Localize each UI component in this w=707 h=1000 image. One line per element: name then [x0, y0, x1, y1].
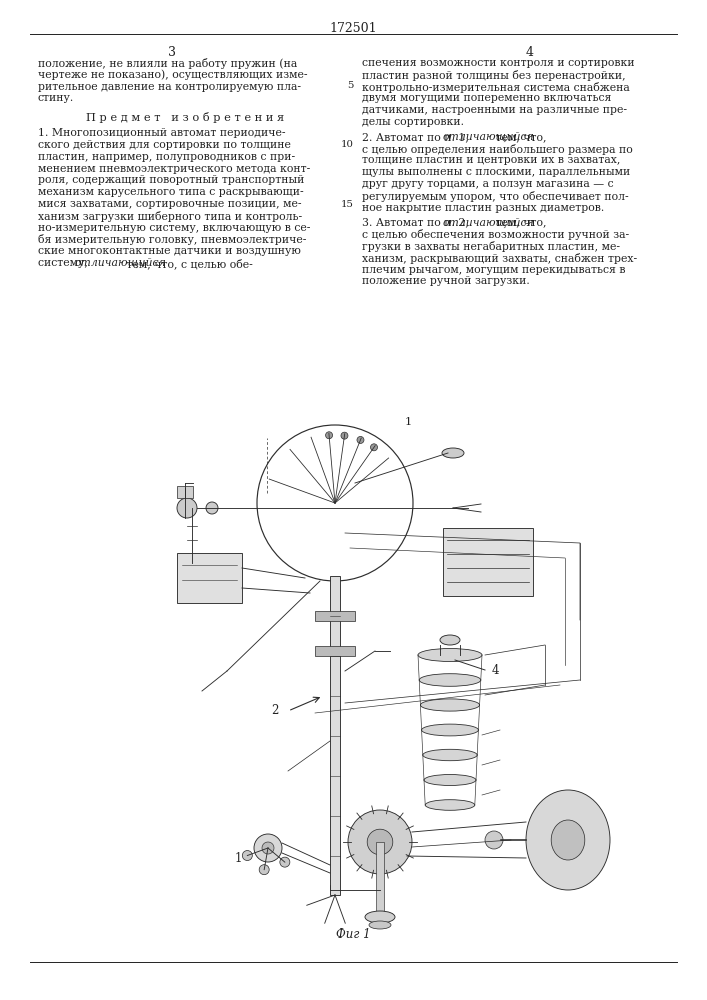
- Circle shape: [367, 829, 393, 855]
- Text: менением пневмоэлектрического метода конт-: менением пневмоэлектрического метода кон…: [38, 164, 310, 174]
- Text: систему,: систему,: [38, 258, 91, 268]
- Text: ского действия для сортировки по толщине: ского действия для сортировки по толщине: [38, 140, 291, 150]
- Ellipse shape: [424, 774, 476, 786]
- Bar: [315, 646, 355, 656]
- Text: 10: 10: [341, 140, 354, 149]
- Circle shape: [259, 865, 269, 875]
- Circle shape: [206, 502, 218, 514]
- Bar: [443, 528, 533, 596]
- Text: спечения возможности контроля и сортировки: спечения возможности контроля и сортиров…: [362, 58, 635, 68]
- Circle shape: [325, 432, 332, 439]
- Text: регулируемым упором, что обеспечивает пол-: регулируемым упором, что обеспечивает по…: [362, 191, 629, 202]
- Text: толщине пластин и центровки их в захватах,: толщине пластин и центровки их в захвата…: [362, 155, 620, 165]
- Text: 1. Многопозиционный автомат периодиче-: 1. Многопозиционный автомат периодиче-: [38, 128, 286, 138]
- Text: 1: 1: [404, 417, 411, 427]
- Text: друг другу торцами, а ползун магазина — с: друг другу торцами, а ползун магазина — …: [362, 179, 614, 189]
- Text: контрольно-измерительная система снабжена: контрольно-измерительная система снабжен…: [362, 82, 630, 93]
- Ellipse shape: [551, 820, 585, 860]
- Circle shape: [243, 851, 252, 861]
- Text: бя измерительную головку, пневмоэлектриче-: бя измерительную головку, пневмоэлектрич…: [38, 234, 306, 245]
- Ellipse shape: [369, 921, 391, 929]
- Text: ские многоконтактные датчики и воздушную: ские многоконтактные датчики и воздушную: [38, 246, 301, 256]
- Text: 15: 15: [341, 200, 354, 209]
- Ellipse shape: [365, 911, 395, 923]
- Bar: [177, 553, 242, 603]
- Circle shape: [348, 810, 412, 874]
- Bar: [177, 486, 193, 498]
- Text: тем, что,: тем, что,: [491, 132, 546, 142]
- Text: чертеже не показано), осуществляющих изме-: чертеже не показано), осуществляющих изм…: [38, 70, 308, 80]
- Ellipse shape: [423, 749, 477, 761]
- Text: 4: 4: [526, 46, 534, 59]
- Text: делы сортировки.: делы сортировки.: [362, 117, 464, 127]
- Text: 2: 2: [271, 704, 279, 718]
- Text: рительное давление на контролируемую пла-: рительное давление на контролируемую пла…: [38, 82, 301, 92]
- Text: П р е д м е т   и з о б р е т е н и я: П р е д м е т и з о б р е т е н и я: [86, 112, 284, 123]
- Text: тем, что,: тем, что,: [491, 217, 546, 227]
- Circle shape: [357, 436, 364, 443]
- Circle shape: [341, 432, 348, 439]
- Text: стину.: стину.: [38, 93, 74, 103]
- Text: отличающийся: отличающийся: [443, 132, 535, 142]
- Text: ханизм, раскрывающий захваты, снабжен трех-: ханизм, раскрывающий захваты, снабжен тр…: [362, 253, 637, 264]
- Text: отличающийся: отличающийся: [74, 258, 166, 268]
- Circle shape: [254, 834, 282, 862]
- Text: 2. Автомат по п. 1,: 2. Автомат по п. 1,: [362, 132, 472, 142]
- Ellipse shape: [526, 790, 610, 890]
- Ellipse shape: [418, 648, 482, 662]
- Text: положение, не влияли на работу пружин (на: положение, не влияли на работу пружин (н…: [38, 58, 297, 69]
- Ellipse shape: [419, 674, 481, 686]
- Text: двумя могущими попеременно включаться: двумя могущими попеременно включаться: [362, 93, 612, 103]
- Ellipse shape: [440, 635, 460, 645]
- Text: 172501: 172501: [329, 22, 377, 35]
- Text: пластин, например, полупроводников с при-: пластин, например, полупроводников с при…: [38, 152, 295, 162]
- Text: плечим рычагом, могущим перекидываться в: плечим рычагом, могущим перекидываться в: [362, 265, 626, 275]
- Text: 5: 5: [348, 81, 354, 90]
- Text: щулы выполнены с плоскими, параллельными: щулы выполнены с плоскими, параллельными: [362, 167, 630, 177]
- Text: грузки в захваты негабаритных пластин, ме-: грузки в захваты негабаритных пластин, м…: [362, 241, 620, 252]
- Text: ное накрытие пластин разных диаметров.: ное накрытие пластин разных диаметров.: [362, 203, 604, 213]
- Circle shape: [370, 444, 378, 451]
- Text: 3: 3: [168, 46, 176, 59]
- Text: механизм карусельного типа с раскрывающи-: механизм карусельного типа с раскрывающи…: [38, 187, 303, 197]
- Bar: [315, 611, 355, 621]
- Bar: [376, 842, 384, 917]
- Text: ханизм загрузки шиберного типа и контроль-: ханизм загрузки шиберного типа и контрол…: [38, 211, 302, 222]
- Text: отличающийся: отличающийся: [443, 217, 535, 228]
- Text: с целью определения наибольшего размера по: с целью определения наибольшего размера …: [362, 144, 633, 155]
- Ellipse shape: [421, 724, 479, 736]
- Circle shape: [262, 842, 274, 854]
- Ellipse shape: [442, 448, 464, 458]
- Circle shape: [177, 498, 197, 518]
- Text: но-измерительную систему, включающую в се-: но-измерительную систему, включающую в с…: [38, 223, 310, 233]
- Bar: [330, 576, 340, 895]
- Ellipse shape: [421, 699, 479, 711]
- Text: 1: 1: [234, 852, 242, 864]
- Text: датчиками, настроенными на различные пре-: датчиками, настроенными на различные пре…: [362, 105, 627, 115]
- Text: Фиг 1: Фиг 1: [336, 928, 370, 941]
- Ellipse shape: [425, 800, 475, 810]
- Text: мися захватами, сортировочные позиции, ме-: мися захватами, сортировочные позиции, м…: [38, 199, 301, 209]
- Text: 4: 4: [491, 664, 498, 676]
- Text: пластин разной толщины без перенастройки,: пластин разной толщины без перенастройки…: [362, 70, 626, 81]
- Text: 3. Автомат по п. 2,: 3. Автомат по п. 2,: [362, 217, 472, 227]
- Text: тем, что, с целью обе-: тем, что, с целью обе-: [123, 258, 253, 269]
- Circle shape: [280, 857, 290, 867]
- Text: роля, содержащий поворотный транспортный: роля, содержащий поворотный транспортный: [38, 175, 305, 185]
- Circle shape: [485, 831, 503, 849]
- Text: положение ручной загрузки.: положение ручной загрузки.: [362, 276, 530, 286]
- Text: с целью обеспечения возможности ручной за-: с целью обеспечения возможности ручной з…: [362, 229, 629, 240]
